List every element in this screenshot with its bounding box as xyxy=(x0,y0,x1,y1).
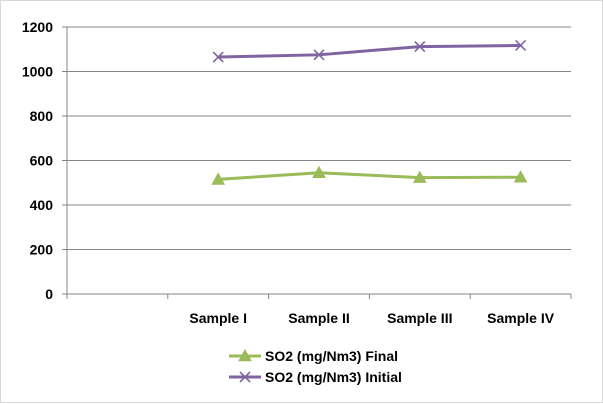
x-tick-label: Sample II xyxy=(288,310,349,326)
data-point-initial xyxy=(212,51,224,63)
x-marker-stroke xyxy=(414,41,426,53)
axes xyxy=(62,26,572,299)
legend-label-final: SO2 (mg/Nm3) Final xyxy=(265,348,398,364)
y-tick-label: 800 xyxy=(30,108,54,124)
y-tick-label: 1000 xyxy=(22,64,53,80)
y-tick-label: 0 xyxy=(45,286,53,302)
series xyxy=(211,39,528,185)
x-tick-label: Sample IV xyxy=(487,310,555,326)
x-marker-stroke xyxy=(239,371,251,383)
series-line-final xyxy=(218,171,521,181)
x-marker-stroke xyxy=(212,51,224,63)
y-tick-label: 600 xyxy=(30,153,54,169)
data-point-final xyxy=(412,170,427,183)
legend-marker-initial xyxy=(239,371,251,383)
x-tick-label: Sample III xyxy=(387,310,452,326)
y-tick-label: 200 xyxy=(30,242,54,258)
data-point-initial xyxy=(515,39,527,52)
legend-label-initial: SO2 (mg/Nm3) Initial xyxy=(265,369,402,385)
x-tick-labels: Sample I Sample II Sample III Sample IV xyxy=(189,310,554,326)
x-marker-stroke xyxy=(515,39,527,52)
data-point-final xyxy=(312,165,326,179)
y-tick-labels: 0 200 400 600 800 1000 1200 xyxy=(22,19,53,302)
gridlines xyxy=(67,26,571,250)
legend-marker-final xyxy=(238,348,252,362)
legend: SO2 (mg/Nm3) Final SO2 (mg/Nm3) Initial xyxy=(229,348,402,385)
x-marker-stroke xyxy=(313,49,325,61)
data-point-initial xyxy=(313,49,325,61)
data-point-initial xyxy=(414,41,426,53)
y-tick-label: 400 xyxy=(30,197,54,213)
data-point-final xyxy=(211,172,226,185)
y-tick-label: 1200 xyxy=(22,19,53,35)
x-tick-label: Sample I xyxy=(189,310,247,326)
series-line-initial xyxy=(218,43,521,59)
data-point-final xyxy=(513,170,528,183)
